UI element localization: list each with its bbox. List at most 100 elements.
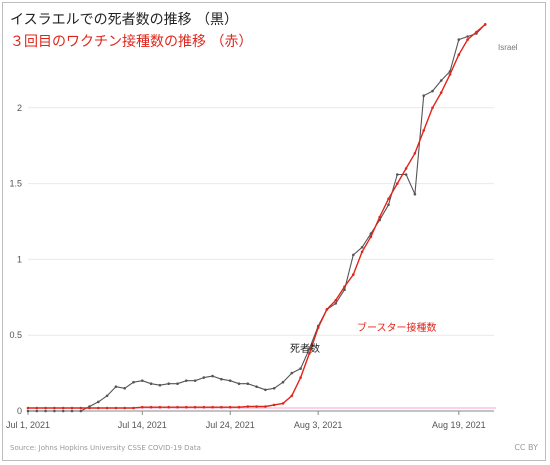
booster-point bbox=[185, 405, 188, 409]
x-tick-label: Aug 3, 2021 bbox=[294, 420, 343, 430]
booster-point bbox=[334, 299, 338, 302]
deaths-point bbox=[237, 382, 241, 386]
booster-point bbox=[167, 405, 170, 409]
booster-point bbox=[114, 406, 118, 410]
deaths-point bbox=[413, 192, 417, 196]
booster-point bbox=[123, 406, 126, 410]
booster-point bbox=[404, 167, 408, 170]
booster-point bbox=[378, 215, 382, 219]
booster-point bbox=[308, 352, 311, 355]
y-tick-label: 1.5 bbox=[9, 179, 22, 189]
booster-annotation: ブースター接種数 bbox=[357, 321, 437, 334]
deaths-point bbox=[97, 400, 100, 404]
booster-point bbox=[299, 376, 302, 379]
y-tick-label: 0 bbox=[17, 406, 22, 416]
deaths-point bbox=[70, 409, 74, 413]
booster-point bbox=[220, 405, 223, 409]
deaths-point bbox=[264, 388, 267, 392]
booster-point bbox=[70, 406, 74, 410]
deaths-point bbox=[185, 379, 188, 383]
booster-point bbox=[387, 197, 390, 201]
deaths-point bbox=[114, 385, 118, 389]
chart-frame bbox=[2, 2, 546, 461]
booster-title: ３回目のワクチン接種数の推移 （赤） bbox=[10, 34, 253, 50]
license-note: CC BY bbox=[514, 443, 538, 452]
booster-point bbox=[211, 405, 214, 409]
grid-layer bbox=[28, 107, 494, 412]
deaths-point bbox=[255, 385, 258, 389]
booster-point bbox=[483, 23, 487, 26]
x-tick-label: Jul 1, 2021 bbox=[6, 420, 50, 430]
booster-point bbox=[44, 406, 47, 410]
deaths-point bbox=[202, 376, 206, 379]
booster-point bbox=[105, 406, 109, 410]
booster-point bbox=[343, 285, 346, 289]
booster-point bbox=[193, 405, 197, 409]
y-tick-label: 2 bbox=[17, 103, 22, 113]
deaths-point bbox=[141, 379, 144, 383]
deaths-point bbox=[404, 173, 408, 176]
deaths-point bbox=[387, 203, 390, 207]
series-end-label: Israel bbox=[498, 43, 518, 52]
deaths-point bbox=[193, 379, 197, 383]
deaths-annotation: 死者数 bbox=[290, 342, 320, 355]
booster-point bbox=[35, 406, 39, 410]
booster-point bbox=[396, 182, 399, 185]
booster-point bbox=[290, 394, 294, 398]
deaths-point bbox=[123, 387, 126, 390]
booster-point bbox=[264, 405, 267, 408]
booster-point bbox=[431, 106, 434, 110]
booster-point bbox=[202, 405, 206, 409]
booster-point bbox=[316, 326, 320, 329]
y-tick-label: 0.5 bbox=[9, 330, 22, 340]
booster-point bbox=[132, 406, 135, 410]
booster-point bbox=[325, 308, 329, 311]
deaths-point bbox=[299, 367, 302, 370]
series-layer bbox=[26, 23, 487, 413]
booster-point bbox=[352, 273, 355, 276]
booster-point bbox=[228, 405, 232, 409]
booster-point bbox=[255, 405, 258, 408]
deaths-point bbox=[457, 38, 461, 41]
x-tick-label: Jul 24, 2021 bbox=[206, 420, 255, 430]
deaths-point bbox=[44, 409, 47, 413]
deaths-point bbox=[79, 409, 83, 413]
booster-point bbox=[61, 406, 65, 410]
deaths-point bbox=[334, 302, 338, 305]
deaths-point bbox=[290, 371, 294, 375]
deaths-point bbox=[422, 94, 426, 97]
deaths-point bbox=[158, 383, 162, 387]
deaths-point bbox=[220, 377, 223, 381]
deaths-point bbox=[167, 382, 170, 386]
booster-point bbox=[272, 403, 276, 407]
deaths-point bbox=[246, 382, 250, 386]
x-tick-label: Jul 14, 2021 bbox=[118, 420, 167, 430]
booster-point bbox=[413, 152, 417, 155]
deaths-point bbox=[149, 382, 153, 386]
booster-point bbox=[466, 38, 469, 41]
booster-point bbox=[369, 235, 373, 238]
deaths-point bbox=[343, 288, 346, 292]
source-note: Source: Johns Hopkins University CSSE CO… bbox=[10, 444, 201, 452]
booster-point bbox=[457, 53, 461, 56]
deaths-point bbox=[105, 394, 109, 398]
deaths-point bbox=[352, 253, 355, 257]
deaths-point bbox=[439, 79, 443, 82]
deaths-point bbox=[431, 89, 434, 93]
booster-point bbox=[97, 406, 100, 410]
label-layer: 死者数 ブースター接種数 Israel bbox=[290, 43, 518, 355]
deaths-point bbox=[466, 35, 469, 38]
booster-point bbox=[281, 402, 285, 405]
x-tick-label: Aug 19, 2021 bbox=[432, 420, 486, 430]
deaths-title: イスラエルでの死者数の推移 （黒） bbox=[10, 12, 239, 28]
booster-point bbox=[79, 406, 83, 410]
y-tick-label: 1 bbox=[17, 254, 22, 264]
booster-point bbox=[237, 405, 241, 409]
booster-point bbox=[141, 405, 144, 409]
booster-point bbox=[246, 405, 250, 408]
booster-line bbox=[28, 23, 486, 409]
booster-point bbox=[439, 91, 443, 94]
booster-point bbox=[360, 250, 364, 254]
booster-point bbox=[88, 406, 91, 410]
deaths-point bbox=[228, 379, 232, 383]
